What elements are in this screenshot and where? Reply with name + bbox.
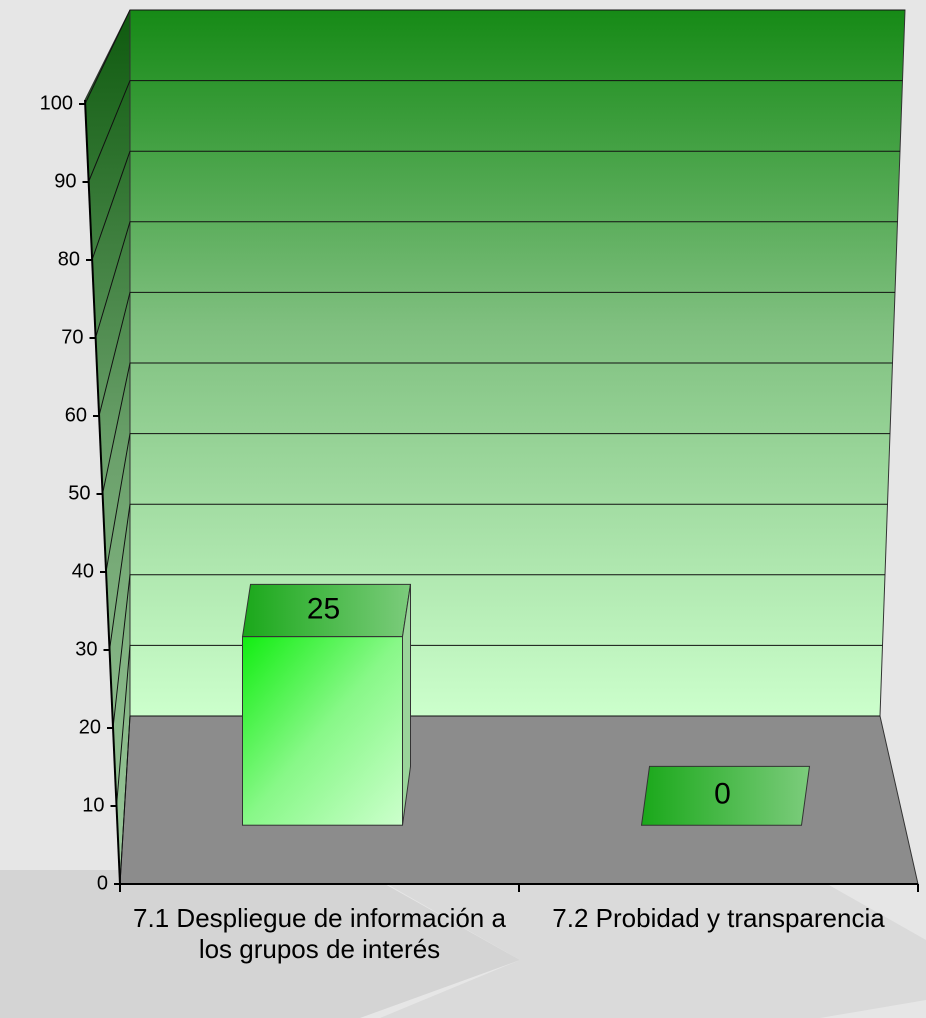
- y-tick-label: 0: [97, 872, 108, 894]
- grid-line: [91, 150, 900, 261]
- y-tick-label: 40: [72, 560, 94, 582]
- bar-top: [640, 765, 811, 826]
- y-tick-label: 100: [40, 92, 73, 114]
- grid-line: [84, 9, 905, 105]
- y-tick-label: 90: [54, 170, 76, 192]
- y-axis: [84, 99, 121, 885]
- grid-line: [102, 362, 893, 495]
- bar-front: [242, 636, 403, 826]
- y-tick-label: 50: [68, 482, 90, 504]
- y-tick-label: 70: [61, 326, 83, 348]
- grid-line: [109, 503, 888, 651]
- data-label: 0: [714, 778, 731, 811]
- x-tick-label: 7.2 Probidad y transparencia: [552, 903, 885, 933]
- y-tick-label: 20: [79, 716, 101, 738]
- y-tick-label: 10: [82, 794, 104, 816]
- grid-line: [105, 433, 890, 573]
- y-tick-label: 30: [75, 638, 97, 660]
- grid-line: [98, 291, 895, 417]
- grid-line: [112, 574, 885, 729]
- plot-area: [84, 9, 919, 885]
- y-tick-label: 60: [65, 404, 87, 426]
- grid-line: [119, 715, 880, 885]
- grid-line: [88, 80, 903, 183]
- data-label: 25: [307, 592, 340, 625]
- left-wall: [84, 9, 131, 885]
- background-arrows: [0, 870, 926, 1018]
- y-tick-label: 80: [58, 248, 80, 270]
- grid-line: [116, 644, 883, 807]
- x-tick-label: 7.1 Despliegue de información a los grup…: [133, 903, 506, 964]
- grid-line: [95, 221, 898, 339]
